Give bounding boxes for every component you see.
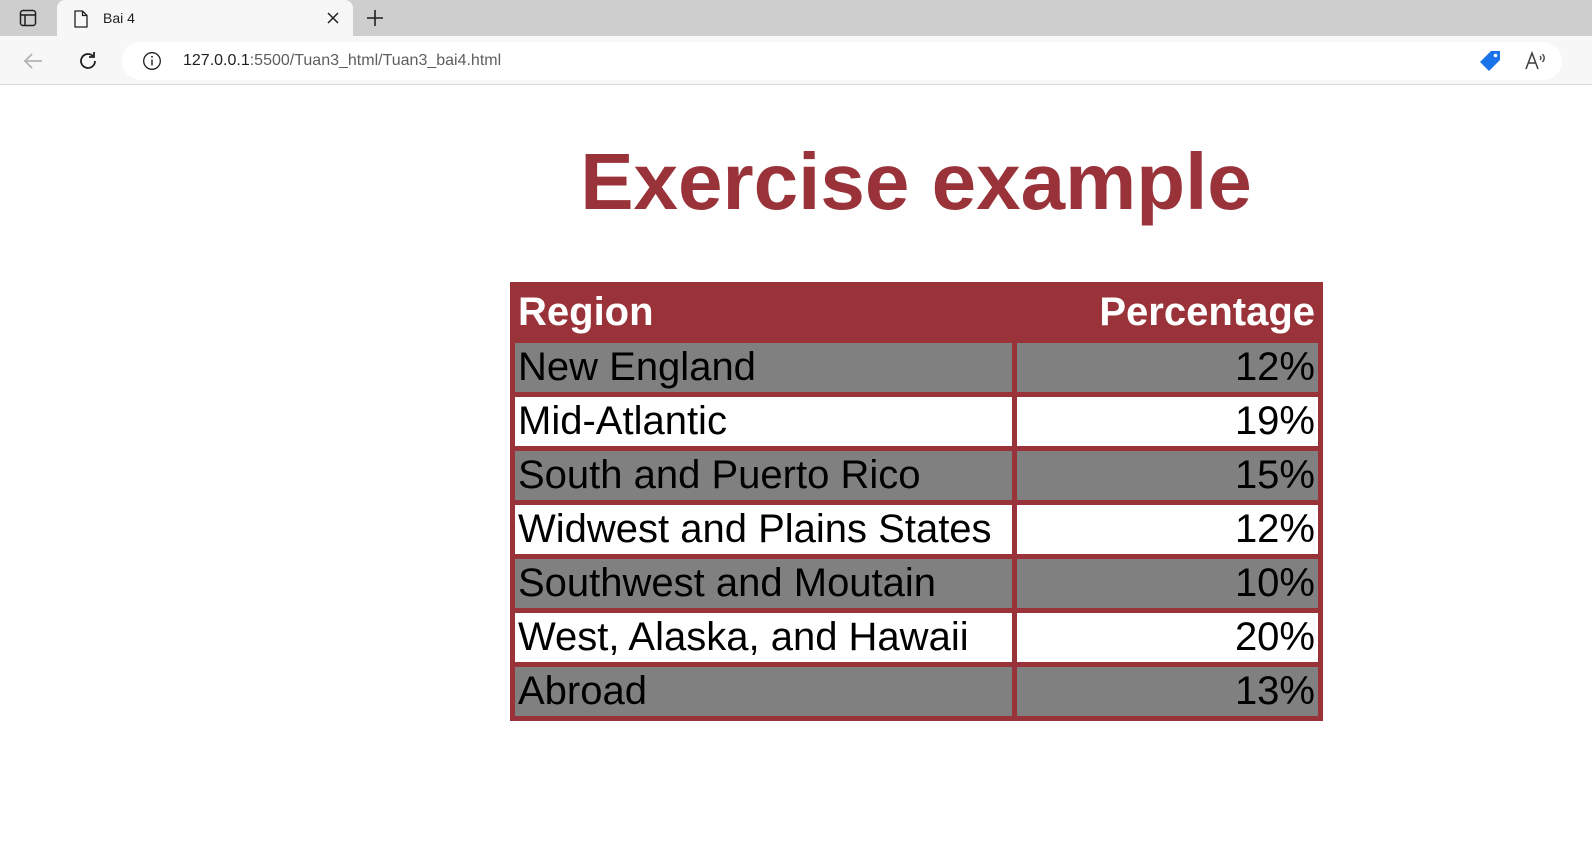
table-row: South and Puerto Rico 15% bbox=[515, 451, 1318, 500]
table-row: Widwest and Plains States 12% bbox=[515, 505, 1318, 554]
column-header-region: Region bbox=[515, 287, 1012, 338]
percentage-cell: 12% bbox=[1017, 505, 1318, 554]
percentage-cell: 10% bbox=[1017, 559, 1318, 608]
region-cell: Abroad bbox=[515, 667, 1012, 716]
table-row: Mid-Atlantic 19% bbox=[515, 397, 1318, 446]
region-cell: Southwest and Moutain bbox=[515, 559, 1012, 608]
tag-icon[interactable] bbox=[1478, 50, 1502, 72]
reload-icon[interactable] bbox=[73, 46, 103, 76]
region-cell: Mid-Atlantic bbox=[515, 397, 1012, 446]
table-header-row: Region Percentage bbox=[515, 287, 1318, 338]
new-tab-icon[interactable] bbox=[362, 5, 388, 31]
region-cell: West, Alaska, and Hawaii bbox=[515, 613, 1012, 662]
table-row: Abroad 13% bbox=[515, 667, 1318, 716]
region-cell: Widwest and Plains States bbox=[515, 505, 1012, 554]
read-aloud-icon[interactable] bbox=[1524, 50, 1548, 72]
table-row: West, Alaska, and Hawaii 20% bbox=[515, 613, 1318, 662]
close-icon[interactable] bbox=[323, 8, 343, 28]
percentage-cell: 12% bbox=[1017, 343, 1318, 392]
browser-toolbar: 127.0.0.1:5500/Tuan3_html/Tuan3_bai4.htm… bbox=[0, 36, 1592, 85]
tab-title: Bai 4 bbox=[103, 10, 135, 26]
table-row: New England 12% bbox=[515, 343, 1318, 392]
percentage-cell: 13% bbox=[1017, 667, 1318, 716]
table-row: Southwest and Moutain 10% bbox=[515, 559, 1318, 608]
column-header-percentage: Percentage bbox=[1017, 287, 1318, 338]
page-title: Exercise example bbox=[516, 132, 1316, 232]
region-table: Region Percentage New England 12% Mid-At… bbox=[510, 282, 1323, 721]
info-icon[interactable] bbox=[142, 51, 162, 71]
region-cell: New England bbox=[515, 343, 1012, 392]
tab-actions-icon[interactable] bbox=[8, 3, 48, 33]
address-bar[interactable]: 127.0.0.1:5500/Tuan3_html/Tuan3_bai4.htm… bbox=[122, 42, 1562, 80]
region-cell: South and Puerto Rico bbox=[515, 451, 1012, 500]
url-text[interactable]: 127.0.0.1:5500/Tuan3_html/Tuan3_bai4.htm… bbox=[183, 52, 501, 70]
percentage-cell: 19% bbox=[1017, 397, 1318, 446]
percentage-cell: 20% bbox=[1017, 613, 1318, 662]
tab-bai-4[interactable]: Bai 4 bbox=[57, 0, 353, 37]
page-icon bbox=[72, 9, 90, 29]
url-host: 127.0.0.1 bbox=[183, 52, 250, 69]
url-path: :5500/Tuan3_html/Tuan3_bai4.html bbox=[250, 52, 501, 69]
percentage-cell: 15% bbox=[1017, 451, 1318, 500]
tab-strip: Bai 4 bbox=[0, 0, 1592, 36]
back-arrow-icon[interactable] bbox=[18, 46, 48, 76]
